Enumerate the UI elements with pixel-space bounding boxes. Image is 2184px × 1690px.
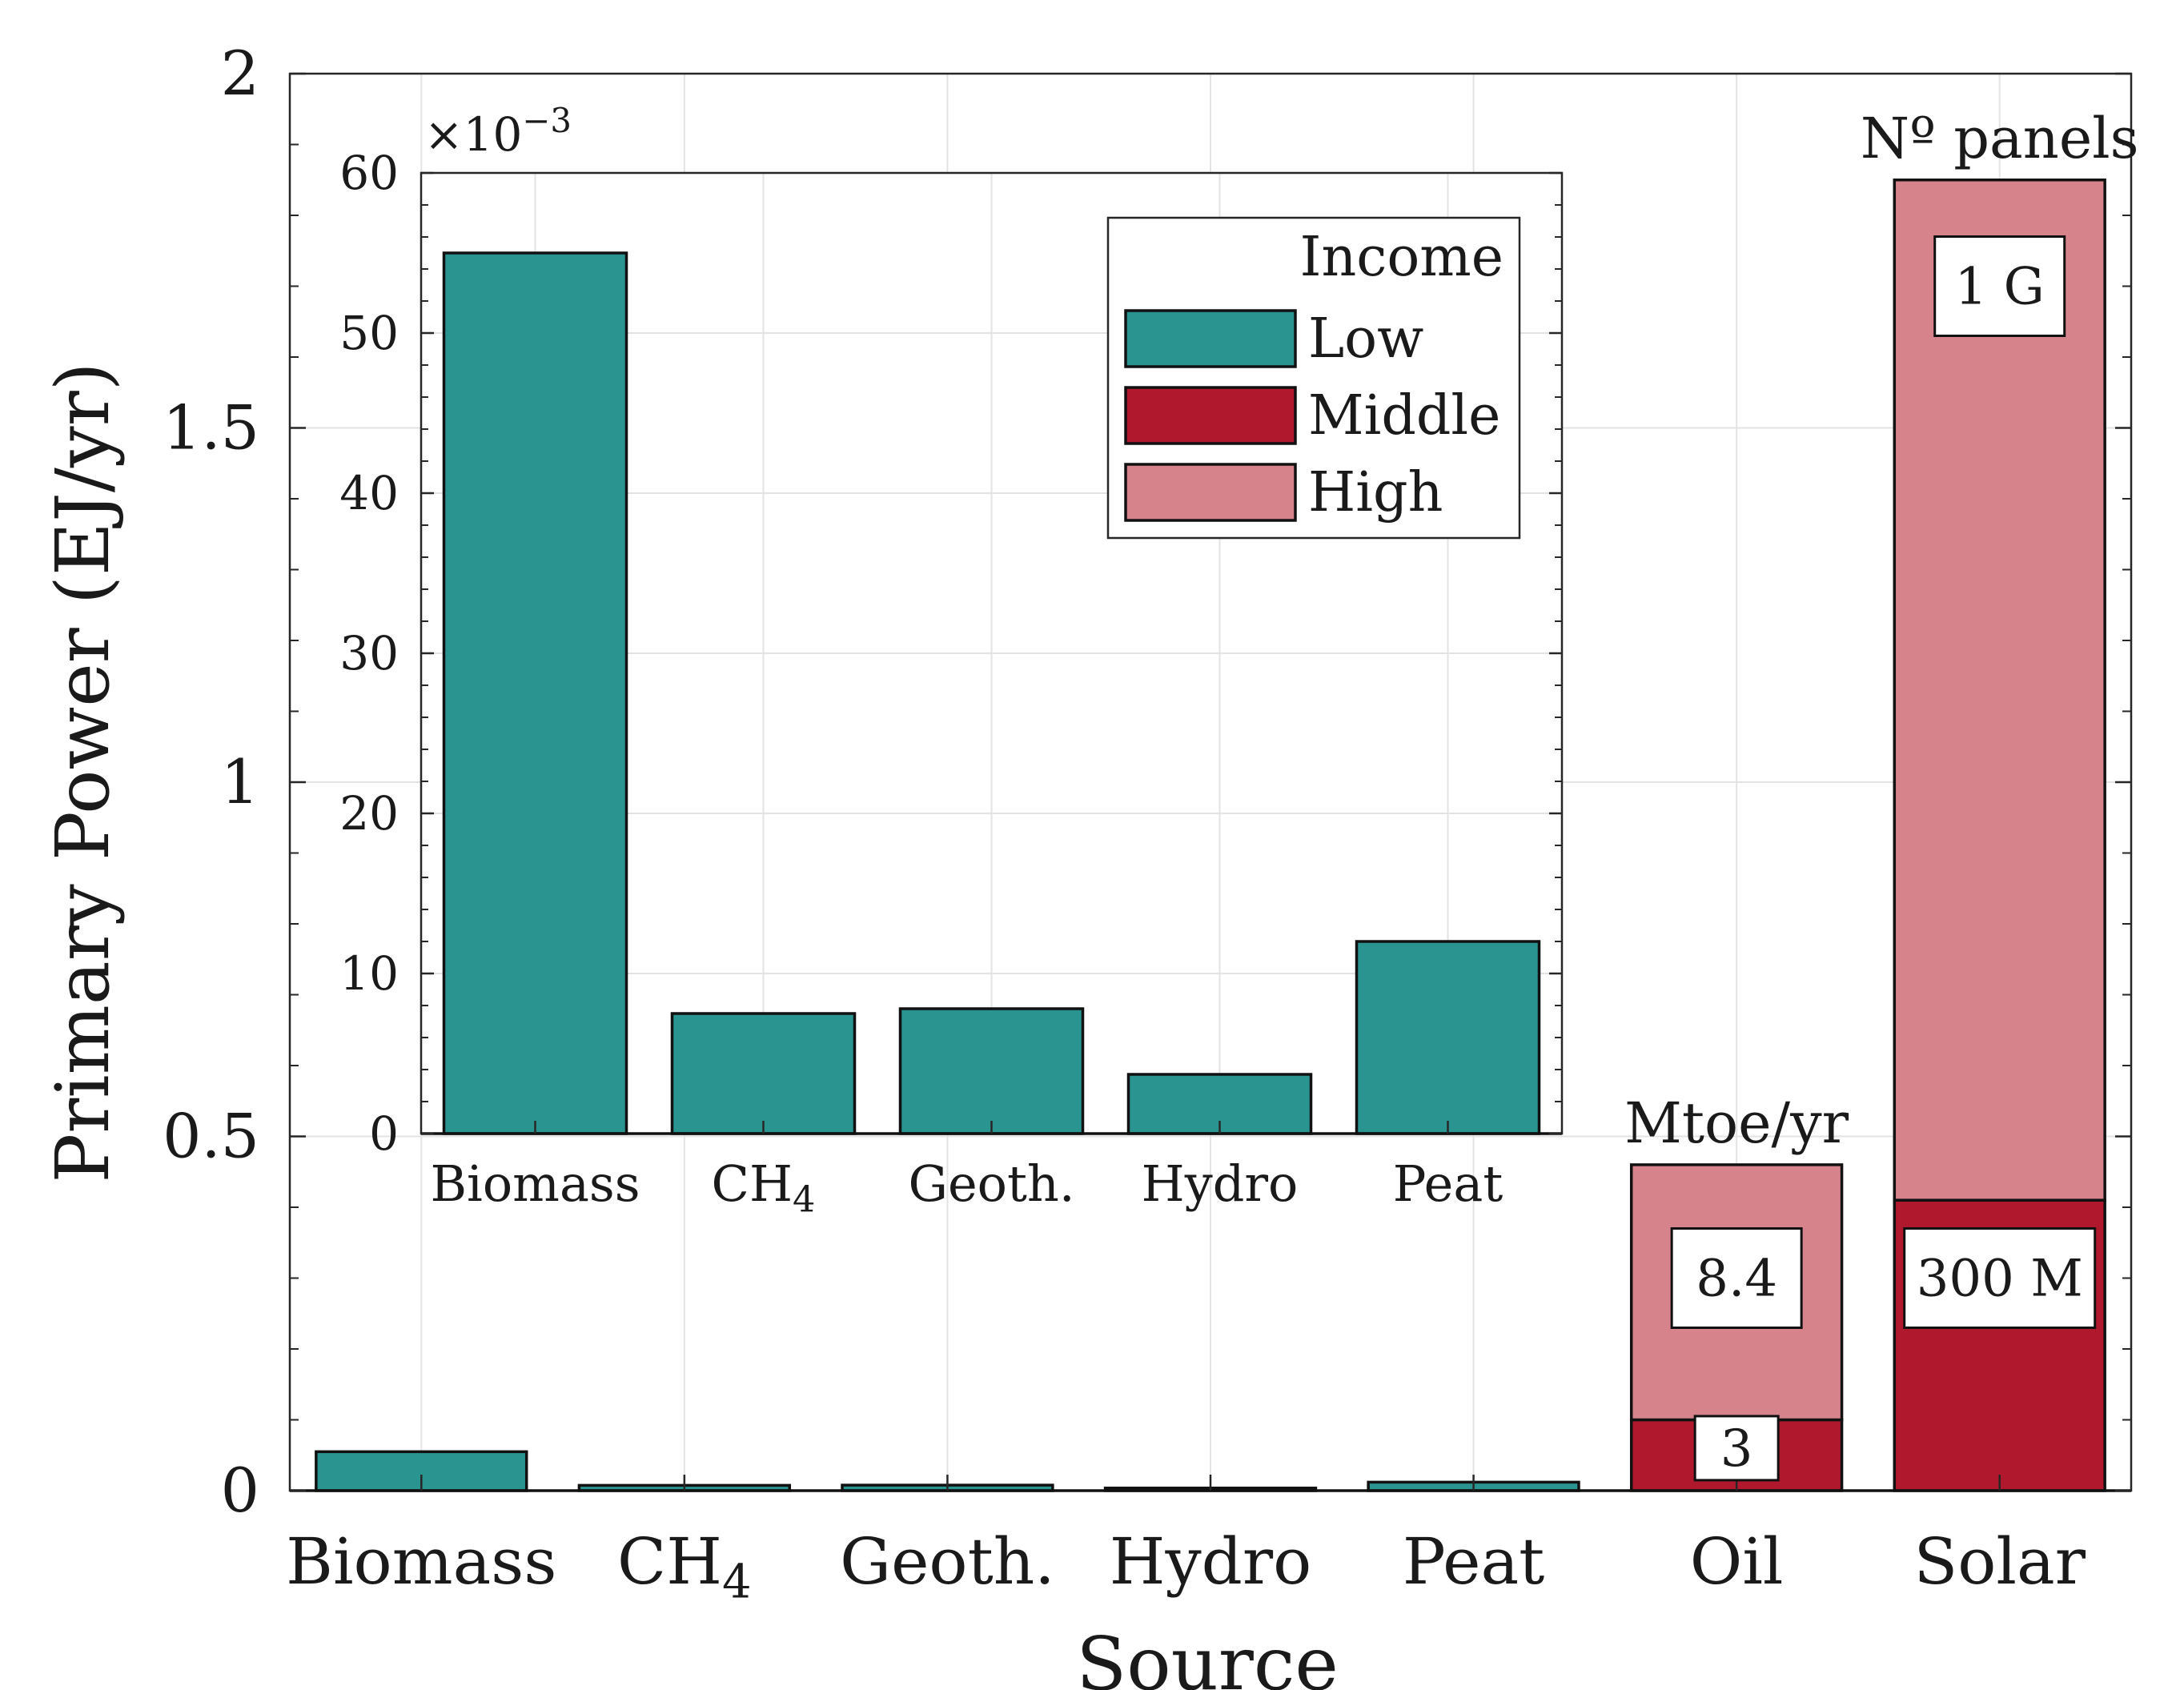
y-tick-label: 1 [221,746,259,817]
inset-x-tick-label: Hydro [1142,1154,1299,1213]
inset-bar-low [670,1012,857,1135]
inset-bar-low [442,251,628,1135]
inset-y-tick-label: 50 [339,306,399,360]
annotation-value: 300 M [1917,1250,2083,1309]
x-tick-label: Hydro [1110,1524,1312,1599]
x-tick-label: Solar [1913,1524,2086,1599]
annotation-value: 8.4 [1696,1250,1777,1309]
x-tick-label-text: CH [617,1524,722,1599]
x-tick-label-text: Hydro [1110,1524,1312,1599]
legend-label-high: High [1308,461,1443,524]
inset-x-tick-label: Geoth. [908,1154,1074,1213]
y-tick-label: 0 [221,1455,259,1526]
inset-y-tick-label: 10 [339,946,399,1001]
legend-swatch-high [1124,463,1297,522]
y-tick-label: 2 [221,38,259,109]
x-tick-label-text: Geoth. [840,1524,1055,1599]
inset-bar-low [1355,940,1541,1135]
legend-title: Income [1300,226,1504,289]
inset-x-tick-label: CH4 [712,1154,816,1220]
inset-x-tick-label-text: CH [712,1154,793,1213]
y-tick-label: 1.5 [163,392,259,464]
x-axis-title: Source [1076,1621,1339,1690]
legend: Income Low Middle High [1106,216,1521,540]
x-tick-label-text: Solar [1913,1524,2086,1599]
inset-x-tick-label-text: Hydro [1142,1154,1299,1213]
annotation-value: 1 G [1955,258,2045,317]
inset-exponent-power: −3 [522,101,572,140]
x-tick-label-subscript: 4 [722,1555,752,1608]
x-tick-label: Biomass [286,1524,556,1599]
y-axis-title: Primary Power (EJ/yr) [40,362,126,1182]
x-tick-label: Oil [1690,1524,1784,1599]
inset-y-tick-label: 30 [339,626,399,680]
inset-y-tick-label: 60 [339,146,399,200]
x-tick-label-text: Oil [1690,1524,1784,1599]
annotation-heading: Nº panels [1861,106,2139,171]
main-annotations: Mtoe/yr 8.4 3 Nº panels 1 G 300 M [1624,106,2139,1482]
annotation-heading: Mtoe/yr [1624,1090,1849,1156]
inset-y-tick-label: 20 [339,786,399,841]
x-tick-label: CH4 [617,1524,752,1608]
inset-exponent-label: ×10−3 [424,101,572,162]
inset-y-tick-label: 40 [339,466,399,520]
annotation-box [1670,1227,1803,1329]
x-tick-label: Peat [1403,1524,1544,1599]
inset-bar-low [898,1007,1085,1135]
inset-x-tick-label-text: Geoth. [908,1154,1074,1213]
legend-label-low: Low [1308,307,1423,371]
annotation-box [1933,235,2066,337]
annotation-box [1693,1415,1780,1482]
annotation-box [1903,1227,2097,1329]
x-tick-label: Geoth. [840,1524,1055,1599]
legend-swatch-middle [1124,386,1297,445]
y-tick-label: 0.5 [163,1101,259,1172]
annotation-value: 3 [1720,1419,1753,1479]
x-tick-label-text: Peat [1403,1524,1544,1599]
x-tick-label-text: Biomass [286,1524,556,1599]
inset-x-tick-label-text: Peat [1393,1154,1504,1213]
inset-x-tick-label-text: Biomass [430,1154,640,1213]
inset-exponent-base: ×10 [424,107,522,162]
inset-x-tick-label: Biomass [430,1154,640,1213]
inset-y-tick-label: 0 [369,1106,399,1161]
inset-x-tick-label-subscript: 4 [793,1178,815,1220]
bar-high [1893,179,2106,1202]
legend-swatch-low [1124,309,1297,368]
inset-x-tick-label: Peat [1393,1154,1504,1213]
legend-label-middle: Middle [1308,384,1500,448]
